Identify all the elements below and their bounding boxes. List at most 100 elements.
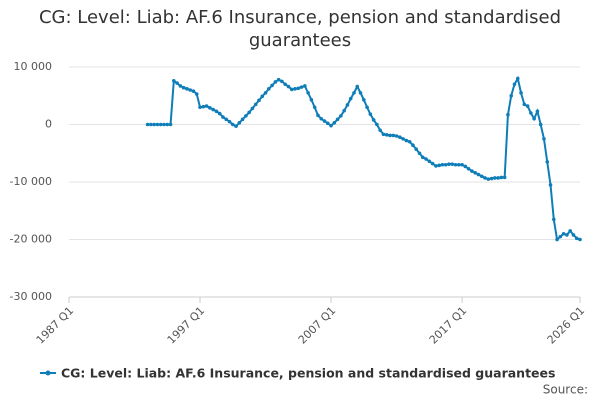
data-point xyxy=(378,128,382,133)
data-point xyxy=(496,176,500,180)
data-point xyxy=(208,106,212,110)
data-point xyxy=(312,105,317,110)
data-point xyxy=(296,86,301,91)
data-point xyxy=(319,116,324,121)
y-tick-label: -10 000 xyxy=(10,175,52,188)
data-point xyxy=(224,117,229,122)
data-point xyxy=(221,115,225,119)
data-point xyxy=(191,89,196,93)
data-point xyxy=(571,233,576,237)
data-point xyxy=(260,94,265,99)
data-point xyxy=(240,117,245,122)
data-point xyxy=(424,157,428,161)
y-tick-label: 10 000 xyxy=(14,60,53,73)
data-point xyxy=(181,85,186,90)
data-point xyxy=(332,120,337,125)
data-point xyxy=(348,96,353,101)
legend-label: CG: Level: Liab: AF.6 Insurance, pension… xyxy=(61,366,555,381)
data-point xyxy=(574,236,579,241)
x-tick-label: 1997 Q1 xyxy=(165,304,208,347)
data-point xyxy=(362,97,366,102)
data-point xyxy=(250,106,255,111)
data-point xyxy=(463,164,468,169)
data-point xyxy=(506,112,510,117)
data-point xyxy=(299,85,304,89)
data-point xyxy=(188,88,192,92)
data-point xyxy=(165,122,170,127)
data-point xyxy=(545,160,550,164)
data-point xyxy=(194,92,199,96)
data-point xyxy=(568,229,572,233)
data-point xyxy=(437,163,441,168)
data-point xyxy=(551,217,556,222)
data-point xyxy=(515,76,520,81)
data-point xyxy=(283,82,287,87)
data-point xyxy=(247,110,251,115)
data-point xyxy=(355,84,360,89)
data-point xyxy=(519,91,523,95)
data-point xyxy=(434,164,438,168)
data-point xyxy=(466,166,471,171)
source: Source: xyxy=(543,383,588,397)
data-point xyxy=(152,122,156,127)
data-point xyxy=(214,109,219,114)
data-point xyxy=(558,234,563,239)
data-point xyxy=(529,111,533,115)
data-point xyxy=(398,135,402,139)
x-tick-label: 2007 Q1 xyxy=(296,304,339,347)
data-point xyxy=(263,91,268,95)
data-point xyxy=(375,122,379,127)
data-point xyxy=(542,137,546,141)
data-point xyxy=(578,237,582,242)
data-point xyxy=(483,176,487,180)
data-point xyxy=(339,114,343,118)
data-point xyxy=(217,111,222,116)
data-point xyxy=(522,102,527,107)
data-point xyxy=(414,147,419,152)
data-point xyxy=(443,162,448,167)
data-point xyxy=(365,105,369,110)
data-point xyxy=(244,114,248,118)
data-point xyxy=(198,105,202,110)
data-point xyxy=(230,122,235,127)
data-point xyxy=(371,118,376,122)
data-point xyxy=(411,143,415,147)
data-point xyxy=(172,79,176,83)
data-point xyxy=(509,93,514,98)
data-point xyxy=(404,138,409,143)
data-point xyxy=(322,119,327,123)
data-point xyxy=(211,107,215,112)
data-point xyxy=(234,124,238,129)
x-tick-label: 2017 Q1 xyxy=(427,304,470,347)
data-point xyxy=(325,121,330,126)
data-point xyxy=(420,155,425,160)
data-point xyxy=(565,233,569,237)
data-point xyxy=(532,116,536,121)
data-point xyxy=(253,102,258,107)
data-point xyxy=(145,122,150,127)
data-point xyxy=(329,123,333,128)
data-point xyxy=(368,112,373,116)
data-point xyxy=(175,81,179,85)
data-point xyxy=(303,84,307,88)
data-point xyxy=(453,162,458,167)
data-point xyxy=(309,97,314,102)
data-point xyxy=(430,161,435,166)
data-point xyxy=(470,169,474,173)
data-point xyxy=(342,108,346,113)
data-point xyxy=(335,117,340,122)
y-tick-label: 0 xyxy=(45,118,52,131)
data-point xyxy=(489,176,494,181)
chart-title: CG: Level: Liab: AF.6 Insurance, pension… xyxy=(38,7,562,51)
data-point xyxy=(293,87,297,91)
data-point xyxy=(388,133,392,138)
data-point xyxy=(158,122,163,127)
data-point xyxy=(178,84,183,88)
data-point xyxy=(535,109,540,114)
data-point xyxy=(555,237,559,242)
data-point xyxy=(417,151,422,156)
data-point xyxy=(525,104,530,108)
data-point xyxy=(280,79,284,84)
